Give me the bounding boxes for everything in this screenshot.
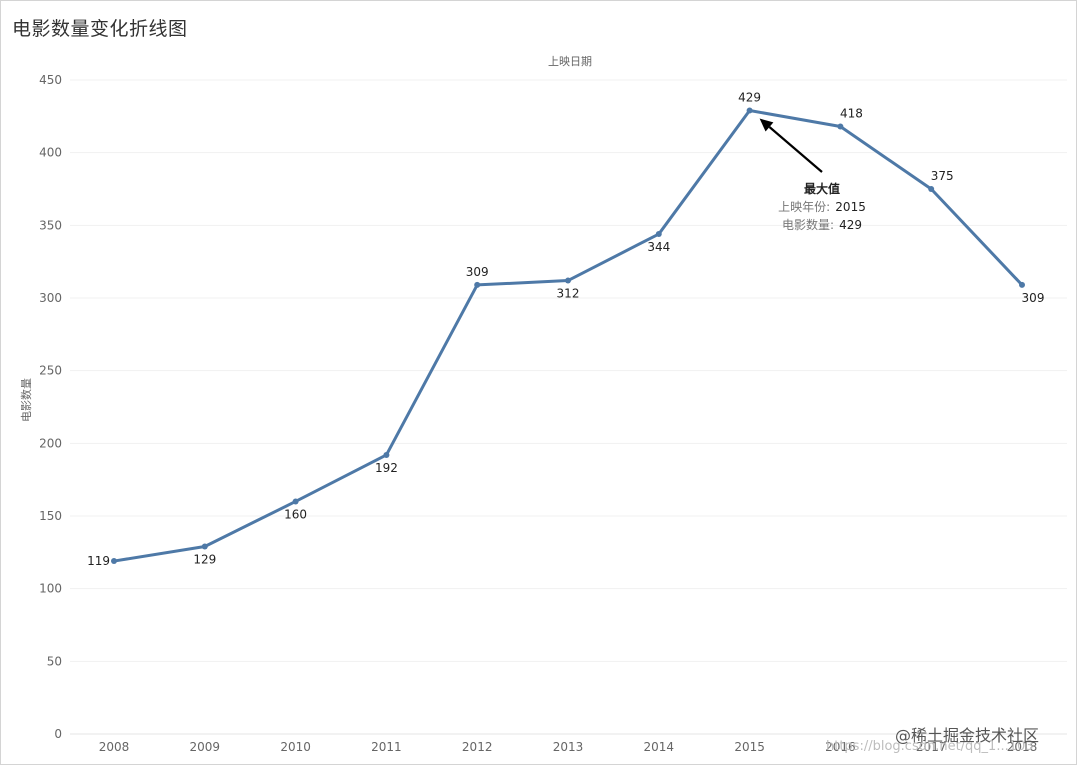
annotation-arrow bbox=[768, 126, 823, 173]
y-tick-0: 0 bbox=[54, 727, 62, 741]
data-point-2010 bbox=[292, 498, 299, 505]
data-label-2016: 418 bbox=[840, 107, 863, 121]
data-label-2018: 309 bbox=[1022, 291, 1045, 305]
x-tick-2017: 2017 bbox=[916, 740, 947, 754]
y-tick-100: 100 bbox=[39, 582, 62, 596]
watermark-brand: @稀土掘金技术社区 bbox=[895, 726, 1039, 745]
data-point-2012 bbox=[474, 281, 481, 288]
svg-text:电影数量: 429: 电影数量: 429 bbox=[782, 214, 862, 233]
data-point-2011 bbox=[383, 451, 390, 458]
data-label-2017: 375 bbox=[931, 169, 954, 183]
annotation-arrowhead bbox=[759, 118, 774, 132]
x-tick-2012: 2012 bbox=[462, 740, 493, 754]
data-point-2016 bbox=[837, 123, 844, 130]
page-title: 电影数量变化折线图 bbox=[12, 18, 188, 40]
data-label-2015: 429 bbox=[738, 91, 761, 105]
data-point-2015 bbox=[746, 107, 753, 114]
annotation-title: 最大值 bbox=[804, 181, 840, 196]
data-label-2008: 119 bbox=[87, 554, 110, 568]
y-tick-250: 250 bbox=[39, 364, 62, 378]
x-tick-2014: 2014 bbox=[644, 740, 675, 754]
data-points bbox=[111, 107, 1025, 565]
data-point-2008 bbox=[111, 558, 117, 565]
x-tick-2013: 2013 bbox=[553, 740, 584, 754]
x-tick-2009: 2009 bbox=[190, 740, 221, 754]
data-labels: 119 129 160 192 309 312 344 429 418 375 309 bbox=[87, 91, 1044, 569]
y-tick-200: 200 bbox=[39, 436, 62, 450]
data-label-2010: 160 bbox=[284, 507, 307, 521]
y-tick-350: 350 bbox=[39, 218, 62, 232]
data-label-2014: 344 bbox=[647, 240, 670, 254]
svg-text:上映年份: 2015: 上映年份: 2015 bbox=[778, 196, 866, 215]
annotation-count-key: 电影数量: bbox=[782, 217, 834, 232]
x-tick-2011: 2011 bbox=[371, 740, 402, 754]
y-axis-title: 电影数量 bbox=[20, 378, 33, 422]
annotation-year-value: 2015 bbox=[835, 200, 866, 214]
data-point-2018 bbox=[1019, 281, 1025, 288]
x-tick-2015: 2015 bbox=[734, 740, 765, 754]
data-point-2014 bbox=[655, 231, 662, 238]
y-tick-300: 300 bbox=[39, 291, 62, 305]
data-point-2017 bbox=[928, 186, 935, 192]
data-point-2013 bbox=[565, 277, 571, 284]
x-tick-2010: 2010 bbox=[280, 740, 311, 754]
x-tick-2016: 2016 bbox=[825, 740, 856, 754]
annotation-count-value: 429 bbox=[839, 218, 862, 232]
x-axis-title: 上映日期 bbox=[548, 55, 592, 68]
watermark-url: https://blog.csdn.net/qq_1...103 bbox=[826, 739, 1034, 754]
annotation-year-key: 上映年份: bbox=[778, 200, 830, 214]
x-tick-labels: 2008 2009 2010 2011 2012 2013 2014 2015 2016 2017… bbox=[99, 740, 1038, 754]
y-tick-150: 150 bbox=[39, 509, 62, 523]
y-tick-labels: 0 50 100 150 200 250 300 350 400 450 bbox=[39, 73, 62, 741]
data-label-2012: 309 bbox=[466, 265, 489, 279]
y-tick-450: 450 bbox=[39, 73, 62, 87]
y-tick-50: 50 bbox=[47, 654, 62, 668]
max-annotation: 最大值 上映年份: 2015 电影数量: 429 bbox=[759, 118, 866, 233]
y-tick-400: 400 bbox=[39, 146, 62, 160]
data-label-2009: 129 bbox=[193, 553, 216, 567]
x-tick-2008: 2008 bbox=[99, 740, 130, 754]
x-tick-2018: 2018 bbox=[1007, 740, 1038, 754]
data-point-2009 bbox=[201, 543, 208, 550]
series-line bbox=[112, 109, 1024, 563]
grid-lines bbox=[70, 79, 1067, 735]
data-label-2013: 312 bbox=[557, 287, 580, 301]
data-label-2011: 192 bbox=[375, 461, 398, 475]
